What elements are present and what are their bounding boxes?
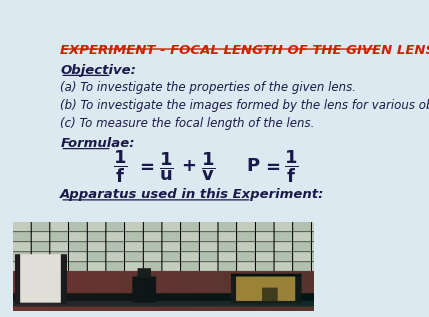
Text: $\mathbf{+}$: $\mathbf{+}$	[181, 157, 196, 175]
Text: $\mathbf{\dfrac{1}{f}}$: $\mathbf{\dfrac{1}{f}}$	[113, 148, 127, 184]
Text: $\mathbf{\dfrac{1}{f}}$: $\mathbf{\dfrac{1}{f}}$	[284, 148, 299, 184]
Text: (b) To investigate the images formed by the lens for various object positions.: (b) To investigate the images formed by …	[60, 99, 429, 112]
Text: $\mathbf{\dfrac{1}{u}}$: $\mathbf{\dfrac{1}{u}}$	[159, 150, 174, 183]
Text: Apparatus used in this Experiment:: Apparatus used in this Experiment:	[60, 188, 325, 201]
Text: Formulae:: Formulae:	[60, 137, 135, 150]
Text: $\mathbf{P}$: $\mathbf{P}$	[246, 157, 260, 175]
Text: $\mathbf{=}$: $\mathbf{=}$	[136, 157, 154, 175]
Text: $\mathbf{\dfrac{1}{v}}$: $\mathbf{\dfrac{1}{v}}$	[201, 150, 215, 183]
Text: EXPERIMENT - FOCAL LENGTH OF THE GIVEN LENS: EXPERIMENT - FOCAL LENGTH OF THE GIVEN L…	[60, 44, 429, 57]
Text: Objective:: Objective:	[60, 64, 136, 77]
Text: (a) To investigate the properties of the given lens.: (a) To investigate the properties of the…	[60, 81, 356, 94]
Text: $\mathbf{=}$: $\mathbf{=}$	[262, 157, 281, 175]
Text: (c) To measure the focal length of the lens.: (c) To measure the focal length of the l…	[60, 117, 314, 130]
